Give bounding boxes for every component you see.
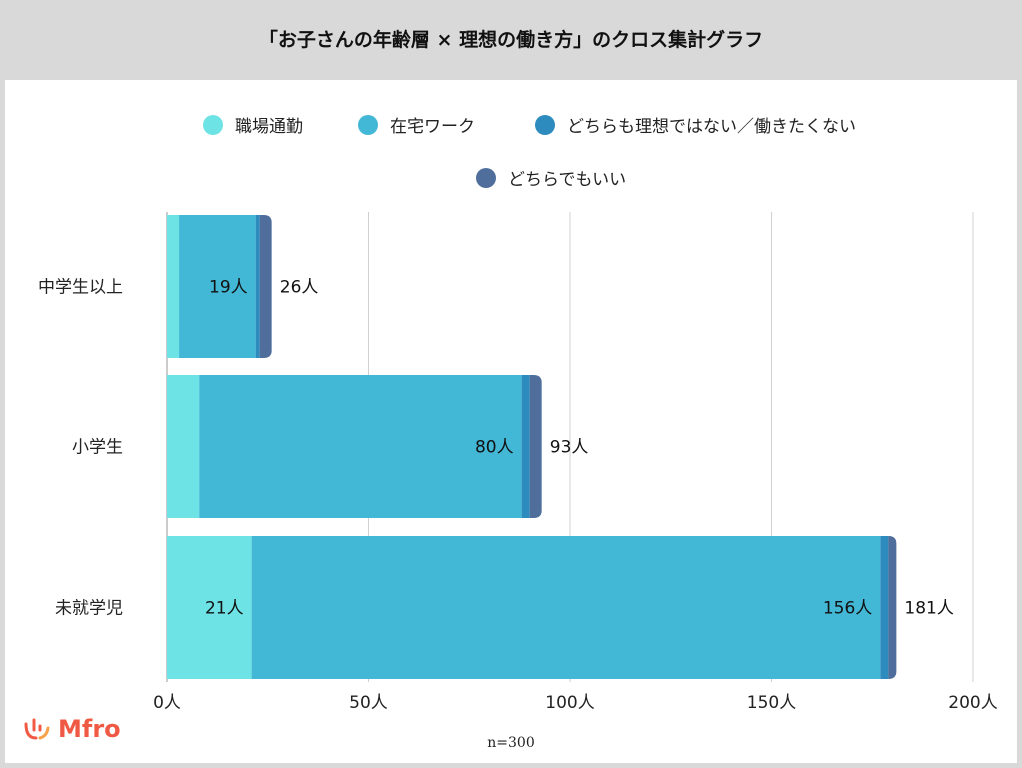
legend-swatch (358, 114, 378, 135)
legend-label: どちらも理想ではない／働きたくない (567, 117, 856, 137)
logo-text: Mfro (58, 715, 121, 743)
legend-swatch (203, 114, 223, 135)
bar-segment (888, 536, 897, 679)
data-label: 19人 (209, 278, 248, 298)
chart-title: 「お子さんの年齢層 × 理想の働き方」のクロス集計グラフ (258, 29, 764, 51)
legend-swatch (476, 167, 496, 188)
total-label: 181人 (904, 599, 953, 619)
bar-segment (167, 536, 252, 679)
bar-segment (167, 375, 200, 518)
hand-icon (24, 718, 50, 740)
x-tick-label: 0人 (153, 693, 181, 713)
data-label: 156人 (823, 599, 872, 619)
total-label: 26人 (280, 278, 319, 298)
legend-label: どちらでもいい (508, 170, 627, 190)
bar-segment (199, 375, 522, 518)
bar-segment (529, 375, 542, 518)
bar-segment (167, 215, 180, 358)
bar-segment (179, 215, 256, 358)
legend-item-remote: 在宅ワーク (358, 112, 475, 137)
total-label: 93人 (550, 438, 589, 458)
x-tick-label: 200人 (948, 693, 997, 713)
x-tick-label: 50人 (349, 693, 388, 713)
x-tick-label: 100人 (545, 693, 594, 713)
bar-segment (255, 215, 260, 358)
data-label: 80人 (475, 438, 514, 458)
mfro-logo: Mfro (22, 715, 121, 743)
x-tick-label: 150人 (747, 693, 796, 713)
sample-size-note: n=300 (487, 735, 535, 751)
legend-item-commute: 職場通勤 (203, 112, 303, 137)
y-category-label: 小学生 (72, 438, 123, 458)
y-category-label: 中学生以上 (38, 278, 123, 298)
legend-label: 職場通勤 (235, 117, 303, 137)
legend-item-either: どちらでもいい (476, 165, 626, 190)
bar-segment (259, 215, 272, 358)
y-category-label: 未就学児 (55, 599, 123, 619)
legend-label: 在宅ワーク (390, 117, 475, 137)
legend-swatch (535, 114, 555, 135)
data-label: 21人 (205, 599, 244, 619)
bar-segment (521, 375, 530, 518)
legend-item-neither: どちらも理想ではない／働きたくない (535, 112, 856, 137)
bar-segment (251, 536, 881, 679)
bar-segment (880, 536, 889, 679)
